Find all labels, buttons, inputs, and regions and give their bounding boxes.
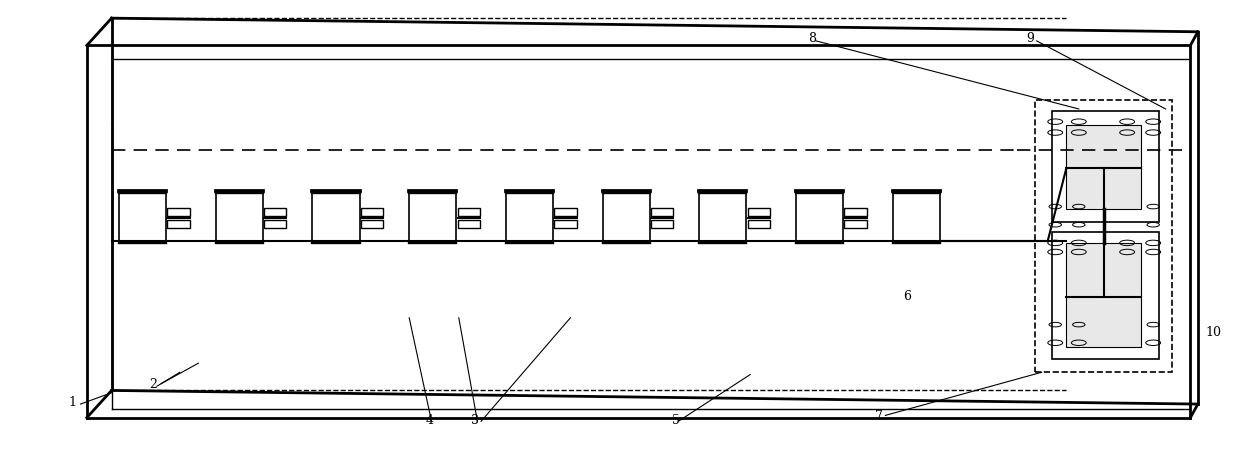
Bar bbox=[216, 193, 263, 243]
Text: 10: 10 bbox=[1205, 326, 1221, 339]
Bar bbox=[312, 193, 360, 243]
Bar bbox=[1052, 111, 1159, 222]
Bar bbox=[167, 220, 190, 228]
Bar bbox=[264, 220, 286, 228]
Bar bbox=[119, 193, 166, 243]
Bar bbox=[554, 208, 577, 216]
Bar bbox=[264, 208, 286, 216]
Text: 7: 7 bbox=[875, 410, 883, 423]
Text: 2: 2 bbox=[149, 378, 156, 391]
Bar bbox=[748, 220, 770, 228]
Bar bbox=[893, 193, 940, 243]
Text: 9: 9 bbox=[1027, 32, 1034, 45]
Bar bbox=[651, 208, 673, 216]
Bar bbox=[796, 193, 843, 243]
Bar bbox=[1052, 232, 1159, 359]
Bar bbox=[603, 193, 650, 243]
Bar bbox=[361, 220, 383, 228]
Bar bbox=[458, 208, 480, 216]
Text: 3: 3 bbox=[471, 415, 479, 428]
Bar bbox=[844, 208, 867, 216]
Bar bbox=[651, 220, 673, 228]
Bar bbox=[458, 220, 480, 228]
Bar bbox=[167, 208, 190, 216]
Bar bbox=[361, 208, 383, 216]
Bar bbox=[554, 220, 577, 228]
Text: 5: 5 bbox=[672, 415, 680, 428]
Text: 1: 1 bbox=[68, 396, 76, 410]
Bar bbox=[1035, 100, 1172, 372]
Bar bbox=[699, 193, 746, 243]
Bar bbox=[506, 193, 553, 243]
Text: 6: 6 bbox=[903, 290, 910, 303]
Bar bbox=[748, 208, 770, 216]
Text: 8: 8 bbox=[808, 32, 816, 45]
Bar bbox=[844, 220, 867, 228]
Bar bbox=[409, 193, 456, 243]
Bar bbox=[1066, 125, 1141, 209]
Bar bbox=[1066, 243, 1141, 347]
Text: 4: 4 bbox=[425, 415, 433, 428]
